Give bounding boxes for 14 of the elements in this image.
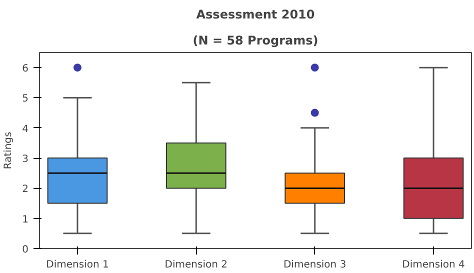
y-tick-label: 0 xyxy=(22,244,29,256)
x-tick-label: Dimension 4 xyxy=(402,260,465,270)
y-tick-label: 6 xyxy=(22,64,29,75)
y-tick-label: 3 xyxy=(22,154,29,166)
y-tick-label: 1 xyxy=(22,214,29,226)
y-tick-label: 4 xyxy=(22,124,29,135)
x-tick-label: Dimension 2 xyxy=(164,260,228,270)
x-tick-label: Dimension 1 xyxy=(46,260,109,270)
y-axis-title: Ratings xyxy=(3,132,14,170)
y-tick-label: 5 xyxy=(22,94,29,105)
x-tick-label: Dimension 3 xyxy=(283,260,346,270)
chart-title: Assessment 2010 xyxy=(196,8,315,22)
chart-subtitle: (N = 58 Programs) xyxy=(192,34,318,48)
y-tick-label: 2 xyxy=(22,184,29,196)
